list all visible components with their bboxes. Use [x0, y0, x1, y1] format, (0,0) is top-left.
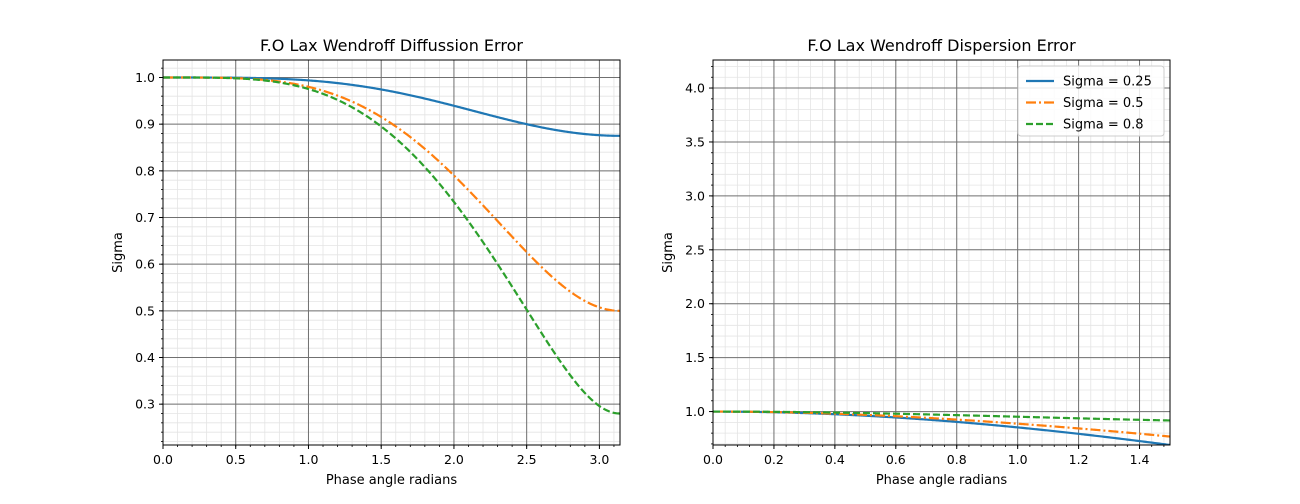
diffusion-plot-lines [163, 76, 620, 415]
x-tick-label: 1.0 [299, 452, 319, 467]
x-tick-label: 1.5 [371, 452, 391, 467]
y-tick-label: 3.0 [685, 188, 705, 203]
x-tick-label: 2.0 [444, 452, 464, 467]
diffusion-y-axis-label: Sigma [111, 232, 126, 273]
y-tick-label: 0.7 [135, 210, 155, 225]
diffusion-error-chart: 0.0 0.5 1.0 1.5 2.0 2.5 3.0 0.3 0.4 0.5 0.6 0.7 0.8 0… [111, 36, 621, 488]
dispersion-ticks: 0.0 0.2 0.4 0.6 0.8 1.0 1.2 1.4 1.0 1.5 2.0 2.5 3.0 3… [685, 66, 1165, 467]
x-tick-label: 0.0 [153, 452, 173, 467]
y-tick-label: 1.5 [685, 350, 705, 365]
y-tick-label: 0.9 [135, 117, 155, 132]
x-tick-label: 2.5 [517, 452, 537, 467]
dispersion-axes-frame [712, 59, 1171, 446]
dispersion-y-axis-label: Sigma [661, 232, 676, 273]
dispersion-legend: Sigma = 0.25 Sigma = 0.5 Sigma = 0.8 [1017, 65, 1165, 137]
diffusion-axes-frame [162, 59, 621, 446]
x-tick-label: 0.0 [703, 452, 723, 467]
y-tick-label: 2.5 [685, 242, 705, 257]
dispersion-chart-title: F.O Lax Wendroff Dispersion Error [807, 36, 1076, 55]
x-tick-label: 3.0 [589, 452, 609, 467]
y-tick-label: 0.6 [135, 257, 155, 272]
y-tick-label: 0.4 [135, 350, 155, 365]
y-tick-label: 1.0 [135, 70, 155, 85]
y-tick-label: 0.8 [135, 163, 155, 178]
legend-label-sigma-0-25: Sigma = 0.25 [1063, 75, 1152, 90]
dispersion-plot-lines [713, 410, 1170, 445]
x-tick-label: 0.4 [825, 452, 845, 467]
x-tick-label: 1.0 [1008, 452, 1028, 467]
legend-box [1017, 65, 1165, 137]
x-tick-label: 1.2 [1069, 452, 1089, 467]
y-tick-label: 4.0 [685, 81, 705, 96]
diffusion-chart-title: F.O Lax Wendroff Diffussion Error [260, 36, 523, 55]
series-line-sigma-0-8 [163, 76, 620, 415]
x-tick-label: 1.4 [1130, 452, 1150, 467]
x-tick-label: 0.8 [947, 452, 967, 467]
x-tick-label: 0.5 [226, 452, 246, 467]
x-tick-label: 0.2 [764, 452, 784, 467]
diffusion-x-axis-label: Phase angle radians [326, 473, 458, 488]
dispersion-error-chart: 0.0 0.2 0.4 0.6 0.8 1.0 1.2 1.4 1.0 1.5 2.0 2.5 3.0 3… [661, 36, 1171, 488]
x-tick-label: 0.6 [886, 452, 906, 467]
y-tick-label: 2.0 [685, 296, 705, 311]
diffusion-ticks: 0.0 0.5 1.0 1.5 2.0 2.5 3.0 0.3 0.4 0.5 0.6 0.7 0.8 0… [135, 67, 615, 467]
y-tick-label: 0.5 [135, 303, 155, 318]
y-tick-label: 0.3 [135, 397, 155, 412]
legend-label-sigma-0-5: Sigma = 0.5 [1063, 96, 1144, 111]
y-tick-label: 3.5 [685, 134, 705, 149]
legend-label-sigma-0-8: Sigma = 0.8 [1063, 118, 1144, 133]
dispersion-x-axis-label: Phase angle radians [876, 473, 1008, 488]
series-line-sigma-0-8 [713, 410, 1170, 422]
y-tick-label: 1.0 [685, 404, 705, 419]
